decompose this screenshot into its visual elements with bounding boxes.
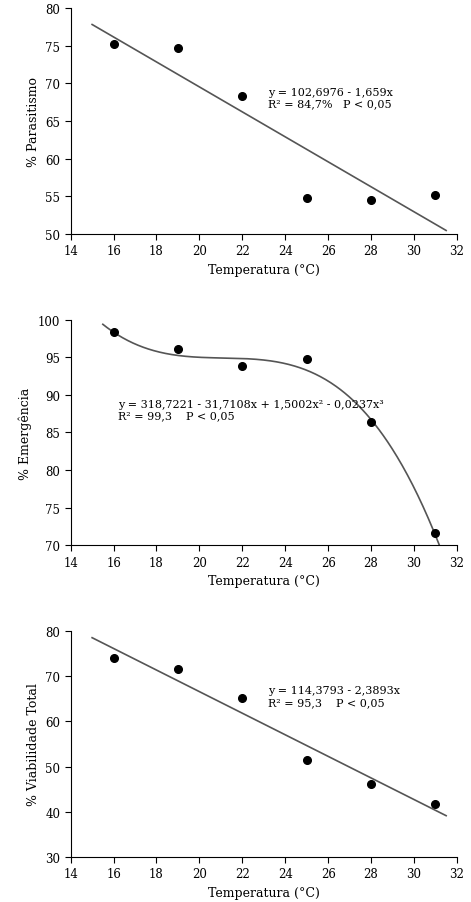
Y-axis label: % Parasitismo: % Parasitismo (27, 77, 40, 167)
X-axis label: Temperatura (°C): Temperatura (°C) (208, 575, 320, 587)
Text: y = 102,6976 - 1,659x
R² = 84,7%   P < 0,05: y = 102,6976 - 1,659x R² = 84,7% P < 0,0… (268, 88, 393, 109)
Y-axis label: % Viabilidade Total: % Viabilidade Total (27, 683, 40, 805)
X-axis label: Temperatura (°C): Temperatura (°C) (208, 886, 320, 898)
X-axis label: Temperatura (°C): Temperatura (°C) (208, 263, 320, 276)
Text: y = 114,3793 - 2,3893x
R² = 95,3    P < 0,05: y = 114,3793 - 2,3893x R² = 95,3 P < 0,0… (268, 686, 400, 707)
Y-axis label: % Emergência: % Emergência (19, 387, 32, 479)
Text: y = 318,7221 - 31,7108x + 1,5002x² - 0,0237x³
R² = 99,3    P < 0,05: y = 318,7221 - 31,7108x + 1,5002x² - 0,0… (118, 399, 383, 420)
